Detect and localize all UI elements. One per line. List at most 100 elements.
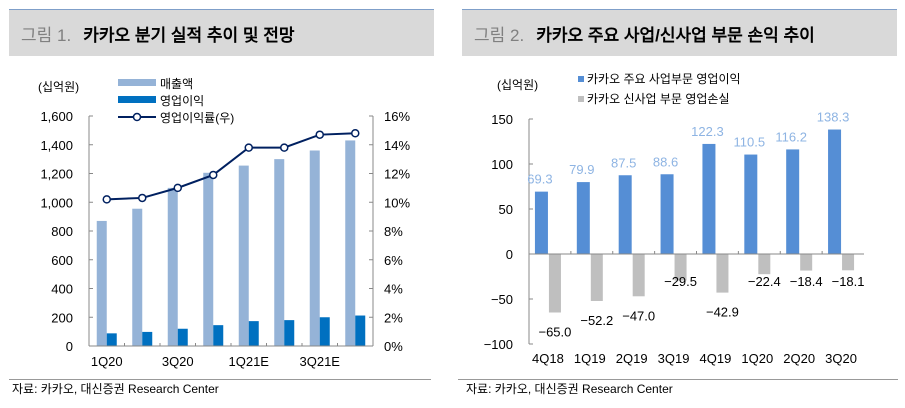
figure2-number: 그림 2. <box>474 25 525 45</box>
y-tick-label-right: 16% <box>384 109 410 124</box>
bar-core-profit <box>660 174 674 254</box>
unit-label: (십억원) <box>38 80 79 94</box>
x-tick-label: 2Q19 <box>616 351 648 366</box>
legend-label-core-profit: 카카오 주요 사업부문 영업이익 <box>587 72 741 86</box>
y-tick-label-right: 0% <box>384 339 403 354</box>
bar-core-profit <box>786 149 800 254</box>
x-tick-label: 3Q19 <box>658 351 690 366</box>
x-tick-label: 4Q19 <box>700 351 732 366</box>
x-tick-label: 2Q20 <box>783 351 815 366</box>
margin-line <box>106 132 356 201</box>
figure1-title: 카카오 분기 실적 추이 및 전망 <box>83 25 295 45</box>
legend-label-margin: 영업이익률(우) <box>160 111 234 125</box>
data-label-new-business-loss: −22.4 <box>748 274 781 289</box>
y-tick-label: −100 <box>484 337 513 352</box>
y-tick-label-left: 1,200 <box>40 167 73 182</box>
data-label-new-business-loss: −65.0 <box>538 325 571 340</box>
margin-point <box>102 195 111 204</box>
bar-new-business-loss <box>632 254 645 297</box>
legend-swatch-operating-profit <box>118 96 156 103</box>
margin-point <box>209 170 218 180</box>
y-tick-label-left: 1,000 <box>40 195 73 210</box>
legend-swatch-new-business-loss <box>578 96 584 102</box>
y-tick-label-right: 4% <box>384 282 403 297</box>
bar-revenue <box>203 172 214 346</box>
data-label-core-profit: 110.5 <box>734 135 766 150</box>
y-tick-label: 100 <box>491 157 513 172</box>
legend-marker-margin <box>132 112 142 122</box>
bar-revenue <box>132 208 143 346</box>
bar-core-profit <box>828 129 842 254</box>
y-tick-label-right: 6% <box>384 253 403 268</box>
y-tick-label-left: 400 <box>51 282 73 297</box>
x-tick-label: 1Q21E <box>229 354 270 369</box>
y-tick-label-right: 2% <box>384 310 403 325</box>
figure2-titlebar: 그림 2. 카카오 주요 사업/신사업 부문 손익 추이 <box>462 9 897 56</box>
bar-core-profit <box>576 182 590 254</box>
figure2-source: 자료: 카카오, 대신증권 Research Center <box>466 382 673 396</box>
bar-new-business-loss <box>758 254 771 275</box>
data-label-core-profit: 138.3 <box>817 110 850 125</box>
y-tick-label-left: 200 <box>51 310 73 325</box>
data-label-new-business-loss: −29.5 <box>664 274 697 289</box>
data-label-core-profit: 69.3 <box>527 172 552 187</box>
data-label-core-profit: 116.2 <box>775 129 807 144</box>
data-label-core-profit: 79.9 <box>569 162 594 177</box>
y-tick-label-left: 0 <box>66 339 73 354</box>
x-tick-label: 1Q20 <box>91 354 123 369</box>
x-tick-label: 3Q20 <box>825 351 857 366</box>
margin-point <box>280 143 289 152</box>
bar-revenue <box>345 140 356 346</box>
legend-swatch-revenue <box>118 79 156 86</box>
legend-label-revenue: 매출액 <box>160 77 193 91</box>
x-tick-label: 4Q18 <box>532 351 564 366</box>
margin-point <box>244 143 253 152</box>
data-label-new-business-loss: −52.2 <box>580 313 613 328</box>
data-label-new-business-loss: −18.4 <box>790 274 823 289</box>
figure1-titlebar: 그림 1. 카카오 분기 실적 추이 및 전망 <box>9 9 434 56</box>
y-tick-label: 150 <box>491 112 513 127</box>
data-label-core-profit: 88.6 <box>653 154 678 169</box>
unit-label: (십억원) <box>497 78 538 92</box>
y-tick-label: −50 <box>491 292 513 307</box>
legend-label-operating-profit: 영업이익 <box>160 94 204 108</box>
chart2: (십억원) −100 −50 0 50 100 150 69.3 −65.0 4Q18 79.9 −5… <box>484 72 865 366</box>
bar-revenue <box>274 159 285 346</box>
chart1: (십억원) 0 200 400 600 800 1,000 1,200 1,400 1,600 0%… <box>38 77 410 369</box>
y-tick-label: 50 <box>499 202 513 217</box>
y-tick-label-left: 600 <box>51 253 73 268</box>
data-label-new-business-loss: −18.1 <box>832 274 865 289</box>
data-label-new-business-loss: −42.9 <box>706 305 739 320</box>
divider <box>458 379 898 380</box>
bar-revenue <box>238 165 249 346</box>
y-tick-label-left: 1,600 <box>40 109 73 124</box>
bar-core-profit <box>702 143 716 254</box>
x-tick-label: 3Q20 <box>162 354 194 369</box>
bar-operating-profit <box>284 320 295 346</box>
figure1-number: 그림 1. <box>21 25 72 45</box>
bar-revenue <box>96 220 107 346</box>
y-tick-label-left: 1,400 <box>40 138 73 153</box>
bar-new-business-loss <box>590 254 603 301</box>
data-label-new-business-loss: −47.0 <box>622 308 655 323</box>
y-tick-label-right: 12% <box>384 167 410 182</box>
divider <box>9 379 431 380</box>
x-tick-label: 1Q20 <box>741 351 773 366</box>
bar-new-business-loss <box>842 254 855 271</box>
bar-operating-profit <box>248 321 259 346</box>
legend-label-new-business-loss: 카카오 신사업 부문 영업손실 <box>587 92 729 106</box>
bar-operating-profit <box>106 333 117 346</box>
margin-point <box>351 129 360 138</box>
bar-revenue <box>167 187 178 346</box>
bar-operating-profit <box>319 317 330 346</box>
data-label-core-profit: 122.3 <box>691 124 724 139</box>
y-tick-label-right: 14% <box>384 138 410 153</box>
bar-operating-profit <box>355 315 366 346</box>
bar-new-business-loss <box>548 254 561 313</box>
bar-revenue <box>309 150 320 346</box>
bar-new-business-loss <box>674 254 687 281</box>
bar-operating-profit <box>213 325 224 346</box>
y-tick-label-left: 800 <box>51 224 73 239</box>
y-tick-label-right: 10% <box>384 195 410 210</box>
